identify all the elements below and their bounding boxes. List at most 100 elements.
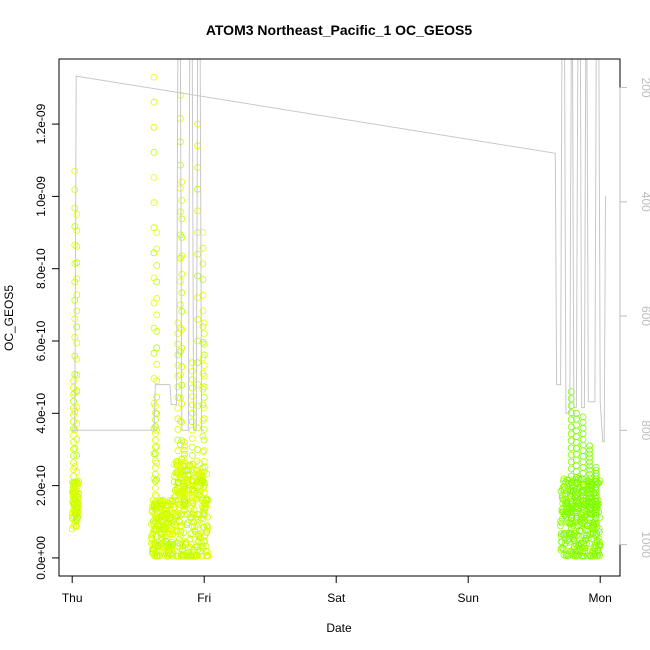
data-point	[200, 330, 208, 338]
data-point	[153, 410, 161, 418]
data-point	[563, 487, 571, 495]
data-point	[199, 432, 207, 440]
data-point	[574, 531, 582, 539]
y-axis-right: 200 400 600 800 1000	[619, 78, 650, 558]
data-point	[180, 482, 188, 490]
data-point	[70, 500, 77, 508]
data-point	[70, 479, 77, 487]
data-point	[153, 443, 161, 451]
data-point	[178, 522, 186, 530]
data-point	[193, 519, 201, 526]
data-point	[151, 484, 159, 492]
data-point	[188, 401, 196, 409]
data-point	[151, 423, 159, 431]
data-point	[586, 490, 593, 498]
data-point	[194, 489, 202, 497]
data-point	[176, 278, 184, 285]
data-point	[71, 223, 79, 230]
data-point	[579, 441, 587, 449]
y-tick-label: 2.0e-10	[34, 465, 48, 506]
y-tick-label: 8.0e-10	[34, 248, 48, 289]
data-point	[199, 401, 207, 409]
data-point	[180, 466, 188, 474]
data-point	[148, 531, 156, 539]
data-point	[70, 425, 77, 433]
data-point	[73, 227, 81, 234]
data-point	[178, 215, 186, 223]
x-tick-label: Sun	[458, 591, 479, 605]
data-point	[573, 421, 580, 429]
data-point	[174, 457, 182, 465]
data-point	[595, 541, 603, 549]
data-point	[579, 413, 587, 421]
data-point	[200, 457, 208, 465]
data-point	[579, 469, 587, 477]
data-point	[150, 98, 158, 106]
data-point	[190, 523, 198, 531]
data-point	[188, 511, 196, 518]
data-point	[153, 327, 161, 335]
data-point	[596, 542, 604, 550]
data-point	[174, 447, 182, 455]
data-point	[200, 436, 208, 444]
data-point	[176, 441, 184, 449]
data-point	[150, 299, 158, 307]
data-point	[567, 514, 575, 522]
data-point	[174, 362, 182, 369]
data-point	[194, 207, 202, 215]
y-tick-label: 0.0e+00	[34, 536, 48, 580]
data-point	[176, 518, 184, 526]
data-point	[199, 477, 207, 484]
data-point	[567, 529, 575, 537]
data-point	[570, 531, 577, 539]
data-point	[199, 542, 207, 550]
data-point	[596, 551, 603, 559]
data-point	[567, 479, 575, 487]
data-point	[70, 390, 77, 398]
data-point	[573, 427, 580, 435]
y-tick-label: 4.0e-10	[34, 393, 48, 434]
data-point	[577, 527, 585, 535]
data-point	[178, 270, 186, 278]
data-point	[199, 229, 207, 236]
data-point	[74, 508, 81, 516]
data-point	[70, 522, 78, 530]
data-point	[199, 448, 207, 456]
data-point	[194, 424, 202, 432]
data-point	[199, 291, 207, 299]
data-point	[151, 518, 159, 526]
data-point	[203, 548, 211, 556]
data-point	[73, 275, 81, 283]
data-point	[180, 462, 188, 470]
data-point	[70, 377, 77, 385]
data-point	[180, 495, 188, 502]
right-tick-label: 1000	[639, 531, 650, 558]
data-point	[586, 450, 593, 458]
data-point	[190, 495, 198, 503]
data-point	[153, 377, 161, 385]
data-point	[195, 515, 202, 523]
data-point	[73, 371, 81, 379]
data-point	[150, 174, 158, 181]
data-point	[150, 148, 158, 156]
scatter-points	[68, 73, 604, 560]
data-point	[170, 478, 178, 486]
data-point	[151, 436, 159, 444]
data-point	[150, 199, 158, 207]
data-point	[199, 323, 207, 330]
data-point	[200, 506, 207, 514]
data-point	[174, 479, 182, 487]
data-point	[73, 500, 81, 508]
data-point	[596, 538, 603, 546]
data-point	[174, 511, 182, 518]
data-point	[203, 527, 211, 535]
data-point	[592, 475, 600, 483]
data-point	[567, 416, 575, 424]
data-point	[586, 458, 593, 466]
data-point	[174, 383, 182, 391]
data-point	[153, 459, 161, 467]
data-point	[153, 344, 161, 352]
y-tick-label: 1.0e-09	[34, 176, 48, 217]
data-point	[567, 437, 575, 445]
chart-title: ATOM3 Northeast_Pacific_1 OC_GEOS5	[206, 22, 473, 38]
